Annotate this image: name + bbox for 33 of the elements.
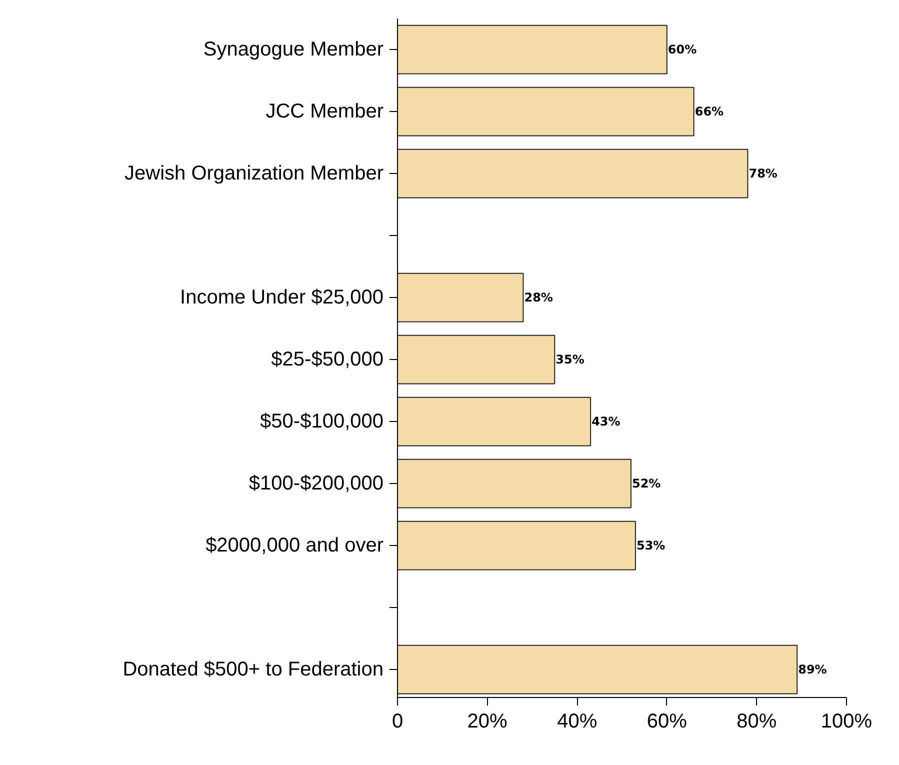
y-tick-label: JCC Member xyxy=(266,100,384,123)
bar xyxy=(398,334,556,384)
data-label: 66% xyxy=(694,104,724,119)
x-tick-label: 20% xyxy=(467,710,508,732)
x-tick-label: 60% xyxy=(646,710,688,732)
y-tick-label: $100-$200,000 xyxy=(248,472,384,495)
y-tick-label: $50-$100,000 xyxy=(260,410,384,433)
bar xyxy=(398,86,694,136)
data-label: 43% xyxy=(592,414,620,429)
y-tick-label: Income Under $25,000 xyxy=(180,286,384,309)
x-tick-label: 80% xyxy=(736,710,777,732)
x-tick-label: 0 xyxy=(392,710,404,732)
x-tick-label: 40% xyxy=(557,710,598,732)
x-tick-label: 100% xyxy=(820,710,872,732)
y-tick-label: Synagogue Member xyxy=(203,38,384,61)
data-label: 53% xyxy=(636,538,666,553)
y-tick-label: $2000,000 and over xyxy=(206,534,384,557)
data-label: 78% xyxy=(748,166,778,181)
bar xyxy=(398,644,798,694)
data-label: 60% xyxy=(668,42,697,57)
bar xyxy=(398,272,524,322)
bar xyxy=(398,520,636,570)
y-tick-label: Donated $500+ to Federation xyxy=(122,658,384,681)
data-label: 89% xyxy=(798,662,827,677)
data-label: 52% xyxy=(632,476,661,491)
data-label: 35% xyxy=(556,352,584,367)
y-tick-label: $25-$50,000 xyxy=(271,348,384,371)
data-label: 28% xyxy=(524,290,553,305)
bar xyxy=(398,458,632,508)
bar xyxy=(398,396,592,446)
bar xyxy=(398,148,748,198)
y-tick-label: Jewish Organization Member xyxy=(124,162,384,185)
bar xyxy=(398,24,668,74)
